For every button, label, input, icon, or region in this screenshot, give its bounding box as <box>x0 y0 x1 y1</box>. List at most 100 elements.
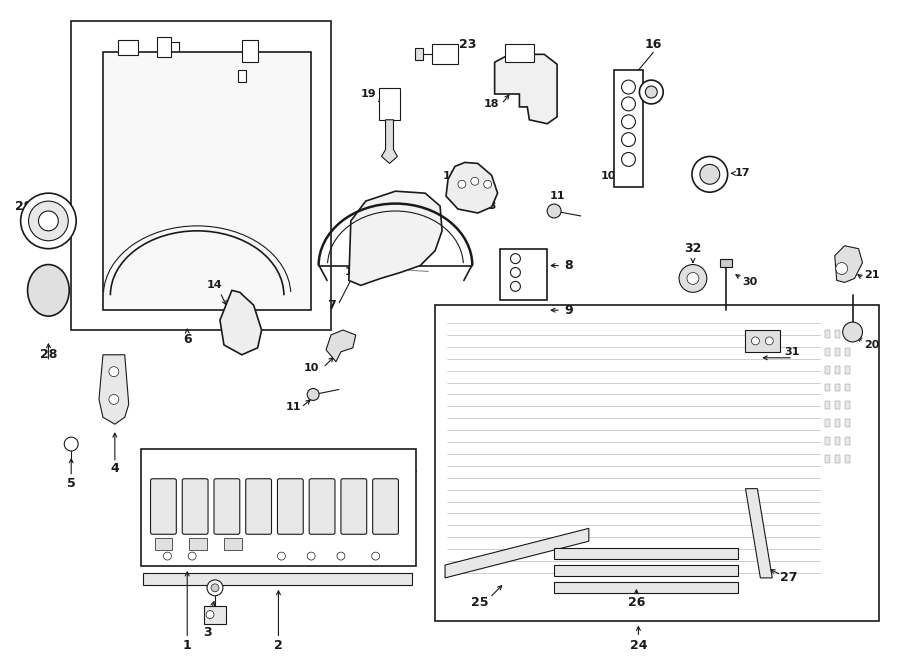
Polygon shape <box>99 355 129 424</box>
Bar <box>158 38 171 58</box>
Bar <box>142 573 412 585</box>
Bar <box>834 330 840 338</box>
Bar <box>845 383 850 391</box>
Circle shape <box>622 80 635 94</box>
Circle shape <box>29 201 68 241</box>
Circle shape <box>639 80 663 104</box>
Text: 10: 10 <box>303 363 319 373</box>
FancyBboxPatch shape <box>150 479 176 534</box>
Bar <box>189 538 207 550</box>
Circle shape <box>622 133 635 147</box>
Bar <box>824 455 830 463</box>
Bar <box>720 258 732 266</box>
Text: 32: 32 <box>684 242 702 255</box>
Text: 11: 11 <box>549 191 565 201</box>
Bar <box>118 40 138 56</box>
Circle shape <box>836 262 848 274</box>
Text: 19: 19 <box>361 89 376 99</box>
Bar <box>614 70 644 187</box>
Text: 31: 31 <box>785 347 800 357</box>
Text: 30: 30 <box>742 278 757 288</box>
Ellipse shape <box>28 264 69 316</box>
Bar <box>834 366 840 373</box>
Text: 21: 21 <box>864 270 879 280</box>
Polygon shape <box>745 488 772 578</box>
Circle shape <box>21 193 76 249</box>
Circle shape <box>307 552 315 560</box>
FancyBboxPatch shape <box>310 479 335 534</box>
Circle shape <box>547 204 561 218</box>
Circle shape <box>39 211 58 231</box>
Circle shape <box>765 337 773 345</box>
FancyBboxPatch shape <box>341 479 366 534</box>
Circle shape <box>700 165 720 184</box>
Circle shape <box>307 389 320 401</box>
Bar <box>824 330 830 338</box>
Text: 12: 12 <box>345 268 361 278</box>
Circle shape <box>206 611 214 619</box>
Bar <box>432 44 458 64</box>
Polygon shape <box>495 54 557 124</box>
Bar <box>845 437 850 445</box>
Text: 25: 25 <box>471 596 489 609</box>
Bar <box>845 455 850 463</box>
Circle shape <box>687 272 699 284</box>
Bar <box>554 565 738 576</box>
Bar <box>824 401 830 409</box>
Circle shape <box>510 254 520 264</box>
Circle shape <box>372 552 380 560</box>
Bar <box>845 348 850 356</box>
Bar <box>140 449 417 566</box>
Circle shape <box>510 282 520 292</box>
Polygon shape <box>445 528 589 578</box>
Polygon shape <box>446 163 498 213</box>
Bar <box>379 88 400 120</box>
Text: 3: 3 <box>202 626 211 639</box>
Polygon shape <box>382 120 398 163</box>
Bar <box>242 40 257 62</box>
Bar <box>845 419 850 427</box>
Text: 15: 15 <box>442 171 458 181</box>
Circle shape <box>164 552 171 560</box>
Bar <box>71 20 331 330</box>
Circle shape <box>277 552 285 560</box>
Text: 13: 13 <box>482 201 498 211</box>
Text: 17: 17 <box>734 169 751 178</box>
Circle shape <box>207 580 223 596</box>
Bar <box>834 348 840 356</box>
Bar <box>845 366 850 373</box>
Text: 24: 24 <box>630 639 647 652</box>
FancyBboxPatch shape <box>373 479 399 534</box>
Text: 16: 16 <box>644 38 662 51</box>
Bar <box>824 348 830 356</box>
Bar <box>824 419 830 427</box>
Bar <box>224 538 242 550</box>
Circle shape <box>211 584 219 592</box>
Text: 8: 8 <box>564 259 573 272</box>
Text: 23: 23 <box>459 38 476 51</box>
Text: 4: 4 <box>111 462 119 475</box>
FancyBboxPatch shape <box>745 330 780 352</box>
Circle shape <box>109 395 119 405</box>
Polygon shape <box>103 52 311 310</box>
Text: 29: 29 <box>15 200 32 213</box>
Polygon shape <box>834 246 862 282</box>
Bar <box>238 70 246 82</box>
Bar <box>435 305 879 621</box>
Polygon shape <box>349 191 442 286</box>
Bar <box>834 401 840 409</box>
Bar <box>824 366 830 373</box>
Circle shape <box>622 115 635 129</box>
FancyBboxPatch shape <box>183 479 208 534</box>
Bar <box>834 383 840 391</box>
Text: 27: 27 <box>780 571 798 584</box>
Circle shape <box>752 337 760 345</box>
Bar <box>505 44 535 62</box>
Circle shape <box>109 367 119 377</box>
Circle shape <box>622 153 635 167</box>
Circle shape <box>622 97 635 111</box>
Circle shape <box>64 437 78 451</box>
Bar <box>204 605 226 623</box>
Circle shape <box>458 180 466 188</box>
Bar <box>834 419 840 427</box>
